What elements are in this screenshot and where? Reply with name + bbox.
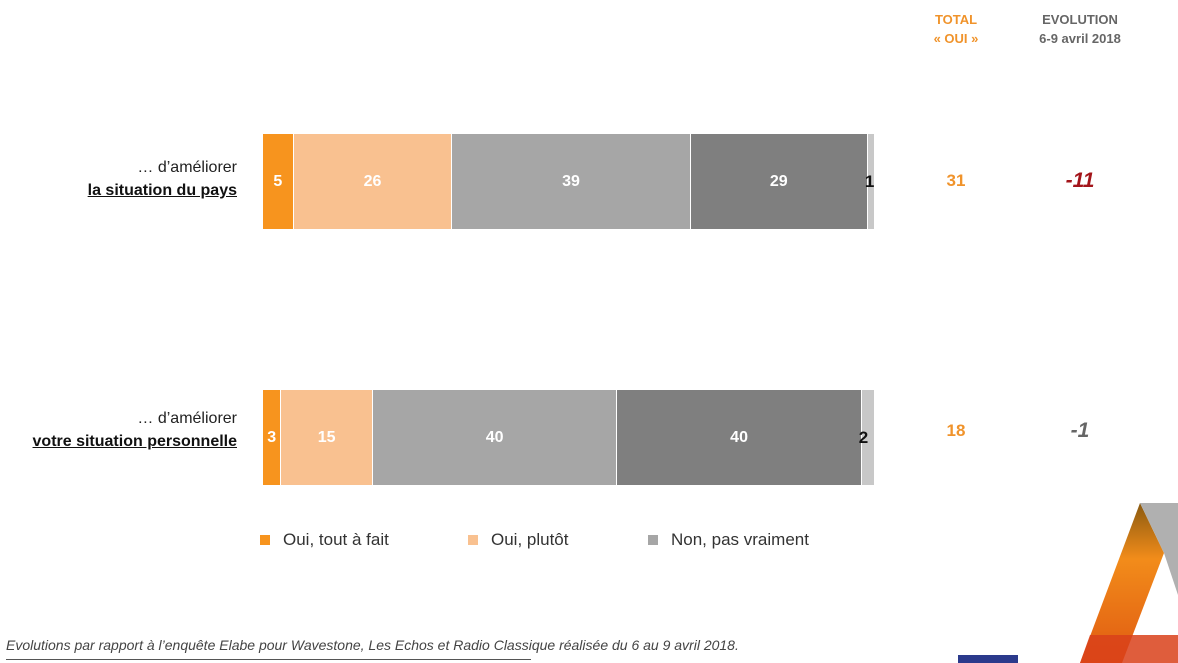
total-oui-header: TOTAL « OUI » (910, 10, 1002, 48)
data-label: 39 (562, 172, 580, 190)
bar-segment: 5 (263, 134, 294, 229)
legend-item-oui-tout-a-fait: Oui, tout à fait (260, 530, 389, 550)
evolution-header-line2: 6-9 avril 2018 (1039, 31, 1121, 46)
data-label: 1 (864, 172, 875, 191)
evolution-header: EVOLUTION 6-9 avril 2018 (1025, 10, 1135, 48)
total-header-line1: TOTAL (934, 12, 978, 27)
data-label: 26 (363, 172, 382, 190)
row-prefix: … d’améliorer (137, 159, 237, 176)
legend-swatch (468, 535, 478, 545)
row-main-label: votre situation personnelle (32, 433, 237, 450)
evolution-header-line1: EVOLUTION (1042, 12, 1118, 27)
bar-segment: 2 (858, 390, 874, 485)
data-label: 15 (317, 428, 336, 446)
stacked-bar-pays: 5 26 39 29 1 (263, 134, 874, 229)
evolution-value-pays: -11 (1065, 169, 1095, 192)
data-label: 40 (485, 428, 504, 446)
data-label: 2 (858, 428, 869, 447)
legend-swatch (648, 535, 658, 545)
bar-segment: 3 (263, 390, 282, 485)
legend-label: Oui, tout à fait (283, 530, 389, 549)
data-label: 29 (769, 172, 788, 190)
row-label-pays: … d’améliorer la situation du pays (0, 156, 237, 202)
bar-segment: 26 (293, 134, 453, 229)
total-header-line2: « OUI » (933, 31, 979, 46)
row-prefix: … d’améliorer (137, 410, 237, 427)
bar-segment: 1 (864, 134, 875, 229)
legend-label: Non, pas vraiment (671, 530, 809, 549)
total-oui-value-pays: 31 (946, 171, 966, 190)
footnote: Evolutions par rapport à l’enquête Elabe… (6, 637, 739, 653)
bar-segment: 15 (281, 390, 373, 485)
bar-segment: 40 (372, 390, 618, 485)
legend-item-oui-plutot: Oui, plutôt (468, 530, 569, 550)
bar-segment: 29 (690, 134, 868, 229)
legend-item-non-pas-vraiment: Non, pas vraiment (648, 530, 809, 550)
evolution-value-personnelle: -1 (1070, 419, 1090, 442)
bar-segment: 39 (452, 134, 691, 229)
data-label: 40 (730, 428, 748, 446)
legend-swatch (260, 535, 270, 545)
stacked-bar-personnelle: 3 15 40 40 2 (263, 390, 874, 485)
footnote-divider (6, 659, 531, 660)
brand-logo-icon (958, 503, 1178, 663)
total-oui-value-personnelle: 18 (946, 421, 966, 440)
bar-segment: 40 (617, 390, 862, 485)
data-label: 5 (273, 172, 283, 190)
row-label-personnelle: … d’améliorer votre situation personnell… (0, 407, 237, 453)
legend-label: Oui, plutôt (491, 530, 569, 549)
data-label: 3 (267, 428, 277, 446)
row-main-label: la situation du pays (87, 182, 237, 199)
